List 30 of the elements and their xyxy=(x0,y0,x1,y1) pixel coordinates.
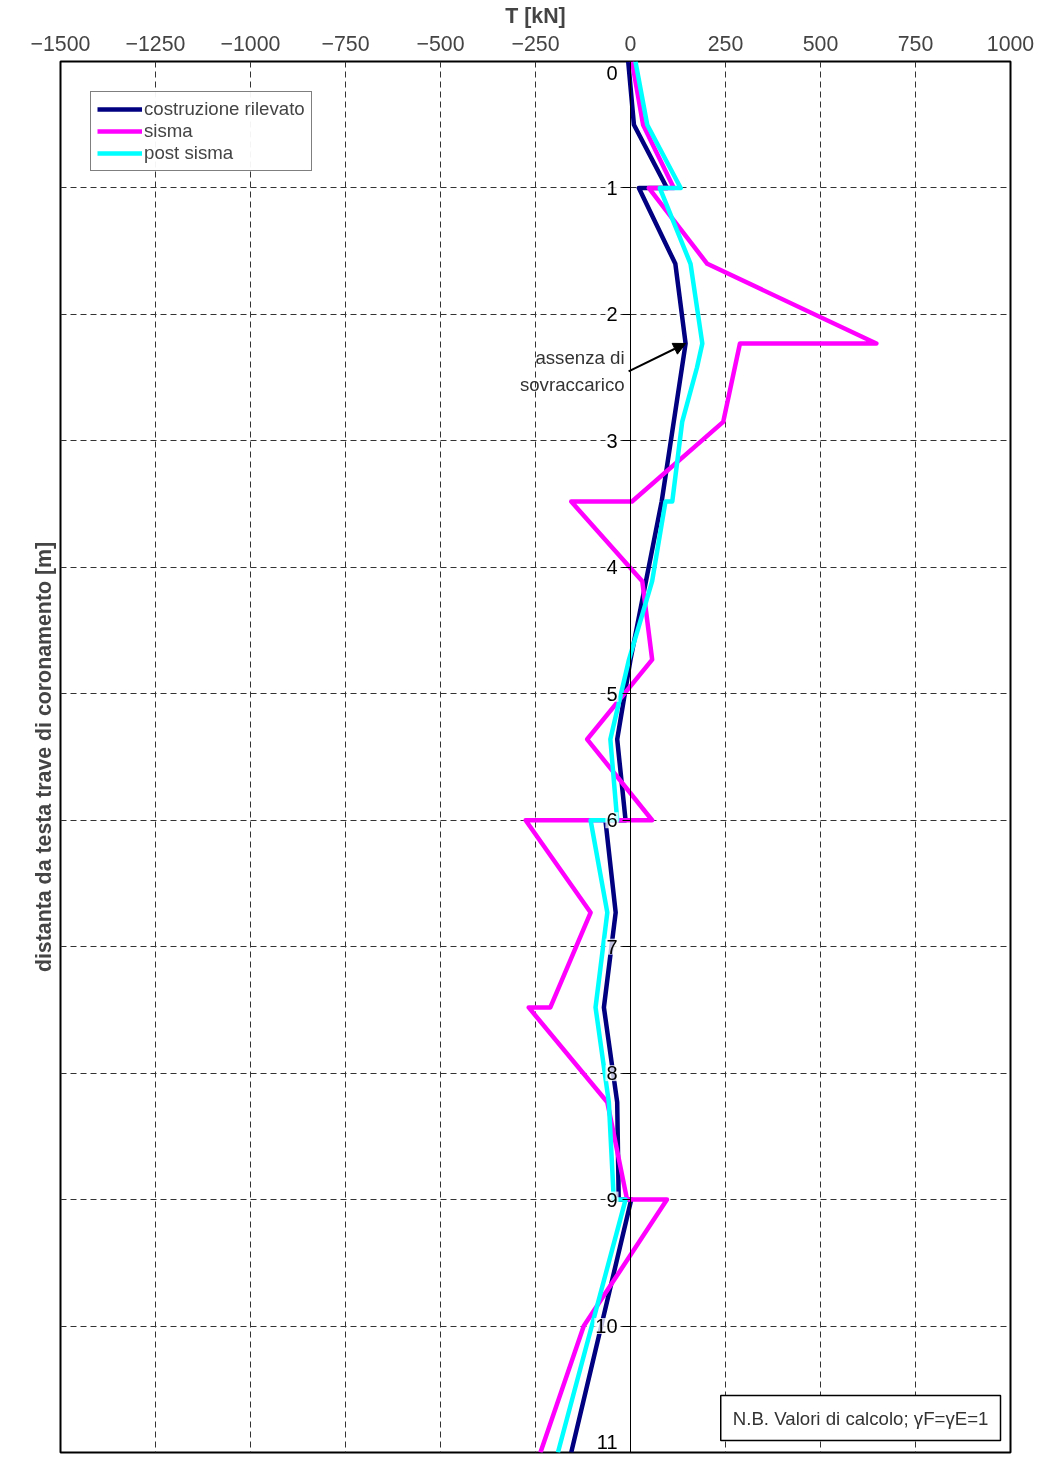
x-tick-label: −1500 xyxy=(30,31,91,56)
y-tick-label: 10 xyxy=(595,1315,618,1338)
x-tick-label: 500 xyxy=(802,31,839,56)
y-tick-label: 6 xyxy=(606,809,618,832)
y-tick-label: 8 xyxy=(606,1062,618,1085)
x-tick-label: −750 xyxy=(321,31,370,56)
x-tick-label: 750 xyxy=(897,31,934,56)
y-tick-label: 0 xyxy=(606,61,618,84)
legend-label: post sisma xyxy=(144,142,234,164)
x-tick-label: −500 xyxy=(416,31,465,56)
x-tick-label: 1000 xyxy=(986,31,1035,56)
y-tick-label: 1 xyxy=(606,176,618,199)
annotation: N.B. Valori di calcolo; γF=γE=1 xyxy=(732,1407,989,1429)
y-tick-label: 3 xyxy=(606,429,618,452)
y-tick-label: 5 xyxy=(606,682,618,705)
x-tick-label: 0 xyxy=(624,31,637,56)
y-tick-label: 7 xyxy=(606,935,618,958)
y-tick-label: 4 xyxy=(606,556,618,579)
y-tick-label: 9 xyxy=(606,1188,618,1211)
x-tick-label: −1250 xyxy=(125,31,186,56)
y-tick-label: 11 xyxy=(596,1430,618,1453)
x-axis-title: T [kN] xyxy=(505,3,566,28)
x-tick-label: 250 xyxy=(707,31,744,56)
x-tick-label: −1000 xyxy=(220,31,281,56)
x-tick-label: −250 xyxy=(511,31,560,56)
legend-label: sisma xyxy=(144,120,193,142)
y-tick-label: 2 xyxy=(606,303,618,326)
annotation: assenza di sovraccarico xyxy=(519,347,625,396)
legend-label: costruzione rilevato xyxy=(144,98,305,120)
y-axis-title: distanta da testa trave di coronamento [m] xyxy=(31,541,56,973)
